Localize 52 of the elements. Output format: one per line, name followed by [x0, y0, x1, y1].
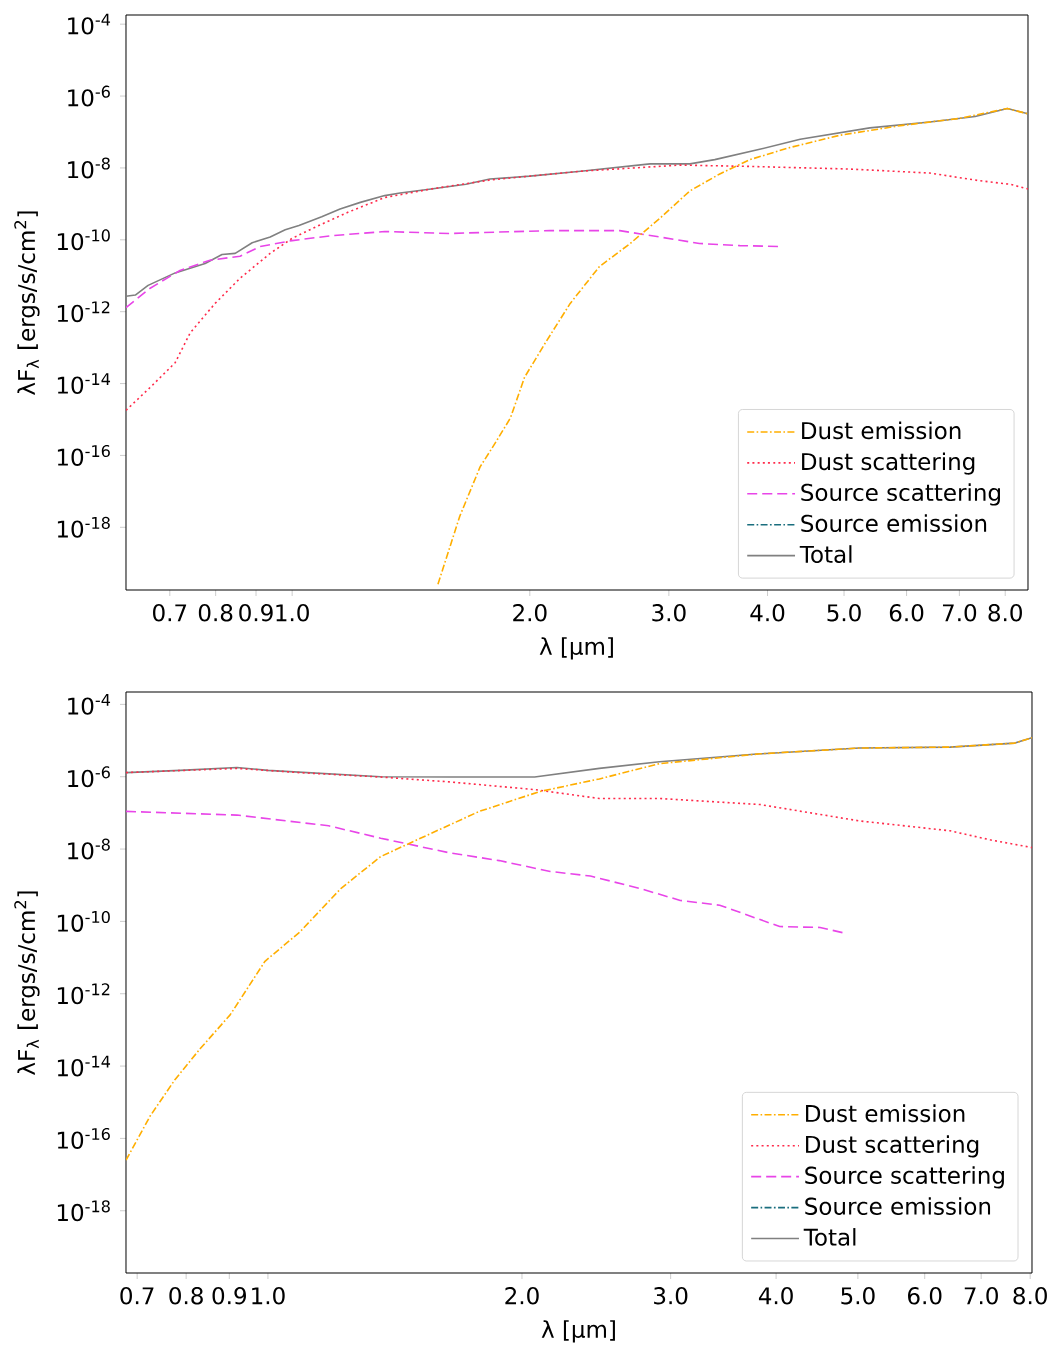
legend-label: Total	[799, 545, 852, 563]
x-tick-label: 6.0	[889, 604, 924, 622]
x-tick-label: 2.0	[513, 604, 547, 622]
x-tick-label: 7.0	[942, 604, 977, 622]
y-tick-label: 10$^{-18}$	[57, 1200, 110, 1222]
x-tick-label: 0.7	[153, 604, 187, 622]
y-tick-label: 10$^{-16}$	[57, 1127, 110, 1149]
x-tick-label: 4.0	[758, 1287, 793, 1305]
x-tick-label: 0.8	[198, 604, 233, 622]
y-tick-label: 10$^{-12}$	[57, 983, 110, 1005]
y-tick-label: 10$^{-6}$	[68, 766, 110, 788]
x-tick-label: 5.0	[841, 1287, 875, 1305]
x-tick-label: 0.9	[239, 604, 273, 622]
x-tick-label: 3.0	[654, 1287, 688, 1305]
legend-label: Source scattering	[805, 1166, 1004, 1189]
y-tick-label: 10$^{-8}$	[68, 157, 110, 179]
legend-label: Source emission	[805, 1197, 991, 1215]
y-tick-label: 10$^{-18}$	[57, 516, 110, 538]
x-tick-label: 8.0	[988, 604, 1022, 622]
y-tick-label: 10$^{-14}$	[57, 1055, 111, 1077]
x-tick-label: 1.0	[252, 1287, 285, 1305]
y-tick-label: 10$^{-10}$	[57, 910, 110, 932]
x-tick-label: 4.0	[750, 604, 785, 622]
y-tick-label: 10$^{-12}$	[57, 301, 110, 323]
x-tick-label: 1.0	[276, 604, 309, 622]
y-tick-label: 10$^{-16}$	[57, 444, 110, 466]
y-tick-label: 10$^{-10}$	[57, 229, 110, 251]
legend-label: Source emission	[801, 514, 987, 533]
legend-label: Dust emission	[802, 421, 961, 440]
y-tick-label: 10$^{-8}$	[68, 838, 110, 860]
x-tick-label: 3.0	[652, 604, 686, 622]
x-tick-label: 6.0	[908, 1287, 942, 1305]
y-tick-label: 10$^{-4}$	[68, 13, 111, 35]
x-tick-label: 7.0	[964, 1287, 998, 1305]
y-axis-title: λF$_{λ}$ [ergs/s/cm$^{2}$]	[14, 211, 40, 395]
x-tick-label: 0.8	[169, 1287, 203, 1305]
legend-label: Dust scattering	[806, 1135, 979, 1158]
x-tick-label: 8.0	[1013, 1287, 1047, 1305]
x-tick-label: 5.0	[827, 604, 861, 622]
legend-label: Total	[803, 1228, 856, 1246]
y-tick-label: 10$^{-6}$	[68, 85, 110, 107]
x-tick-label: 2.0	[505, 1287, 539, 1305]
y-axis-title: λF$_{λ}$ [ergs/s/cm$^{2}$]	[14, 891, 40, 1075]
x-tick-label: 0.7	[120, 1287, 154, 1305]
x-tick-label: 0.9	[212, 1287, 246, 1305]
legend-label: Source scattering	[801, 483, 1000, 506]
x-axis-title: λ [μm]	[541, 1320, 615, 1343]
y-tick-label: 10$^{-4}$	[68, 694, 111, 715]
y-tick-label: 10$^{-14}$	[57, 373, 111, 394]
legend-label: Dust emission	[806, 1104, 965, 1123]
legend-label: Dust scattering	[802, 452, 975, 475]
x-axis-title: λ [μm]	[539, 637, 613, 660]
